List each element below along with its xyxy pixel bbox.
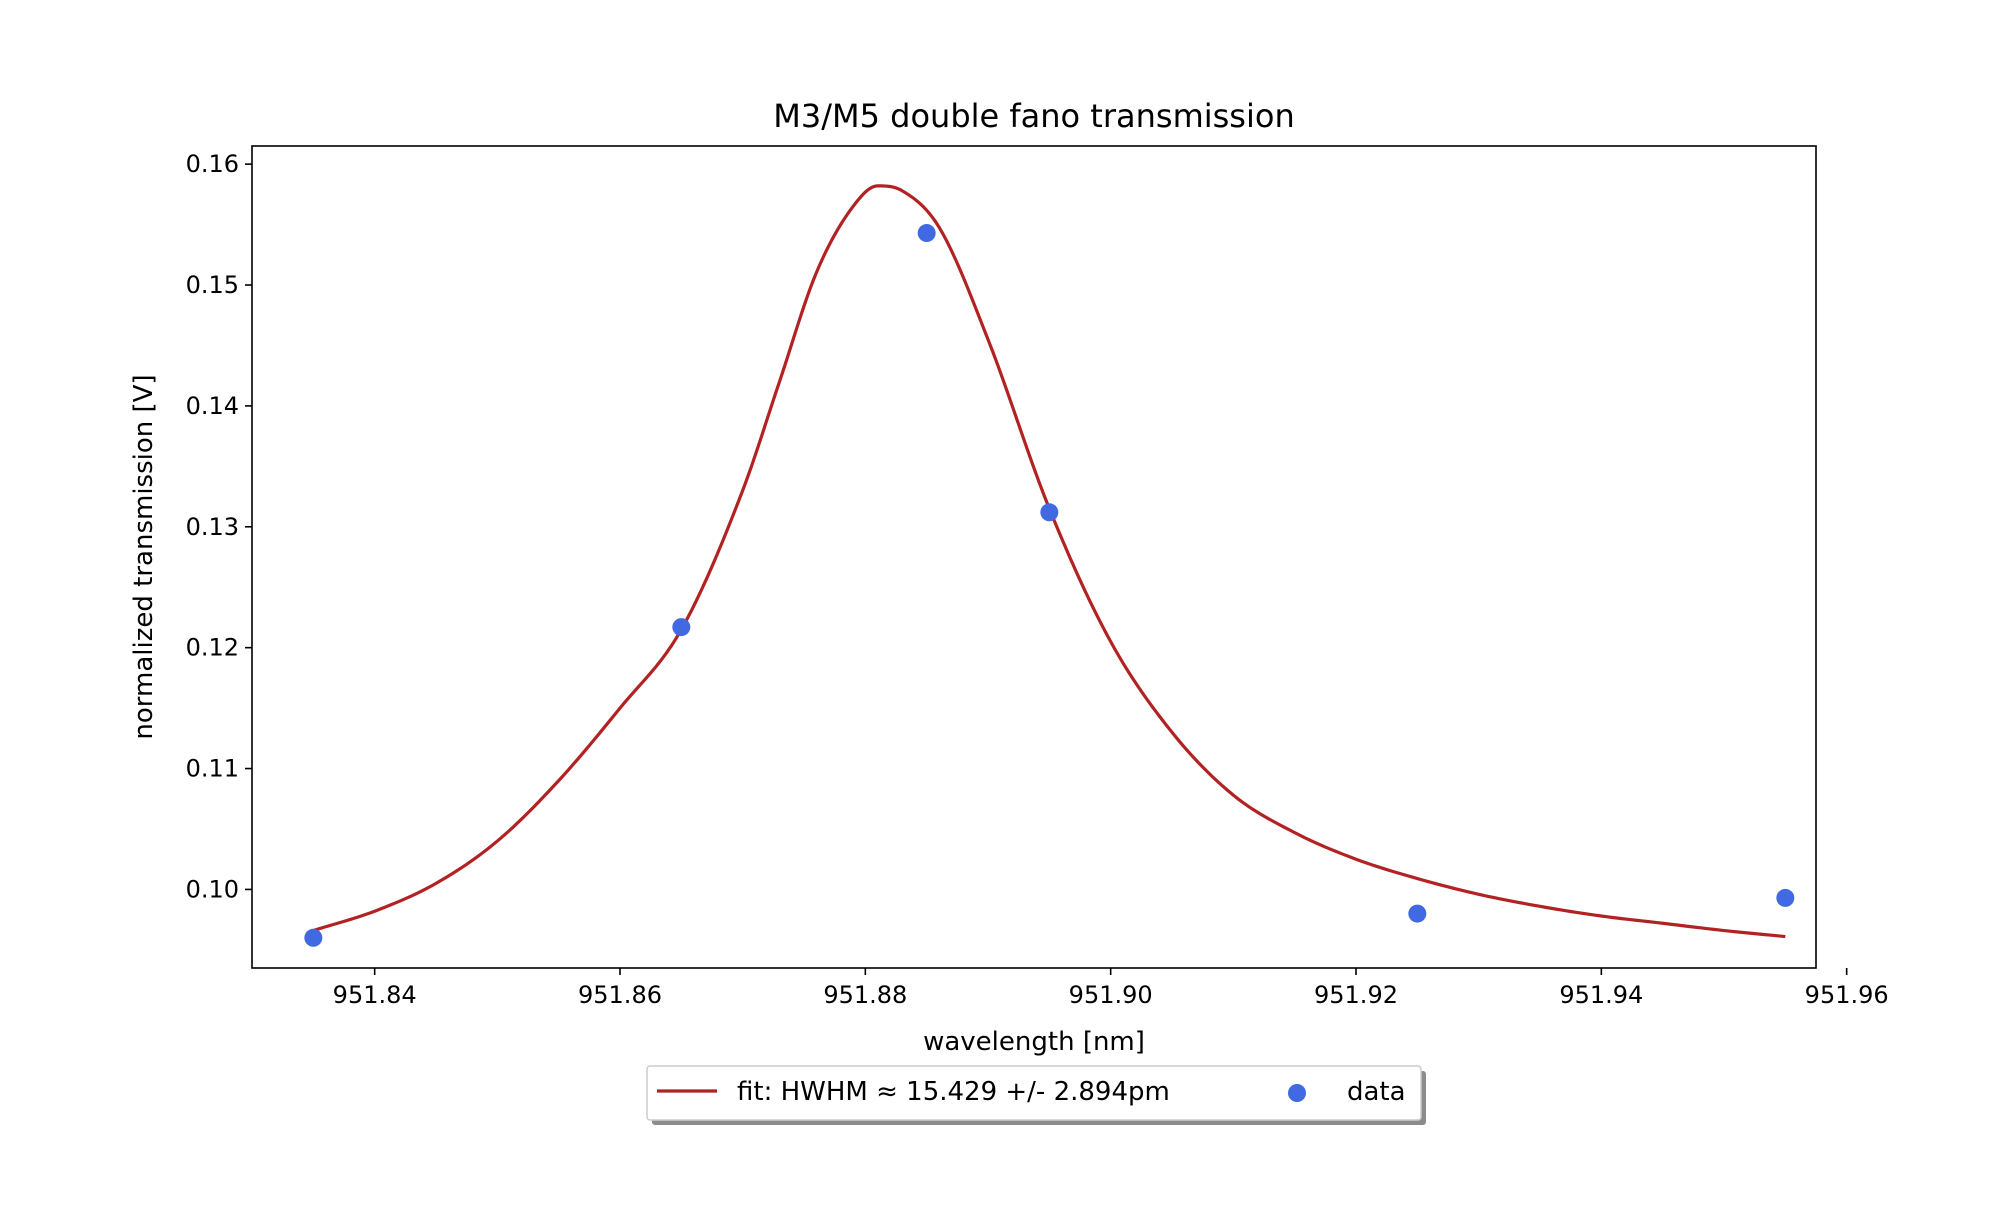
legend-data-label: data	[1347, 1077, 1406, 1107]
data-point	[917, 224, 936, 243]
y-axis-label: normalized transmission [V]	[129, 374, 159, 739]
y-tick-label: 0.16	[186, 150, 239, 178]
y-tick-label: 0.15	[186, 271, 239, 299]
x-tick-label: 951.86	[578, 981, 662, 1009]
plot-area-frame	[251, 145, 1817, 969]
x-axis-label: wavelength [nm]	[923, 1027, 1145, 1057]
x-tick-label: 951.96	[1805, 981, 1889, 1009]
x-axis-ticks: 951.84 951.86 951.88 951.90 951.92 951.94 951.…	[333, 968, 1889, 1009]
y-tick-label: 0.14	[186, 392, 239, 420]
legend-fit-label: fit: HWHM ≈ 15.429 +/- 2.894pm	[737, 1077, 1170, 1107]
x-tick-label: 951.94	[1559, 981, 1643, 1009]
data-point	[672, 618, 691, 637]
data-points	[304, 224, 1795, 947]
chart-title: M3/M5 double fano transmission	[773, 97, 1294, 135]
legend-frame	[646, 1065, 1422, 1121]
y-tick-label: 0.10	[186, 875, 239, 903]
data-point	[1776, 888, 1795, 907]
fit-curve	[312, 184, 1786, 939]
data-point	[304, 928, 323, 947]
y-tick-label: 0.12	[186, 634, 239, 662]
legend: fit: HWHM ≈ 15.429 +/- 2.894pm data	[646, 1065, 1426, 1125]
legend-data-swatch	[1288, 1084, 1306, 1102]
y-axis-ticks: 0.10 0.11 0.12 0.13 0.14 0.15 0.16	[186, 150, 252, 903]
y-tick-label: 0.13	[186, 513, 239, 541]
x-tick-label: 951.88	[823, 981, 907, 1009]
x-tick-label: 951.92	[1314, 981, 1398, 1009]
x-tick-label: 951.84	[333, 981, 417, 1009]
x-tick-label: 951.90	[1069, 981, 1153, 1009]
data-point	[1408, 904, 1427, 923]
y-tick-label: 0.11	[186, 755, 239, 783]
data-point	[1040, 503, 1059, 522]
